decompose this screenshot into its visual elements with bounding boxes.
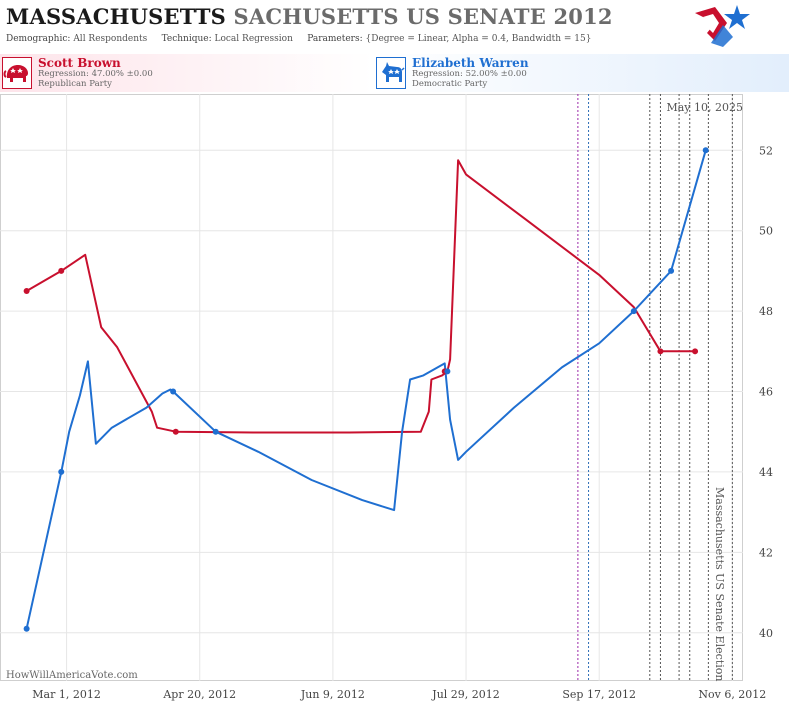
y-tick-label: 40 (759, 627, 773, 640)
candidate-regression: Regression: 52.00% ±0.00 (412, 69, 527, 79)
scott-brown-point (692, 348, 699, 355)
y-tick-label: 48 (759, 305, 773, 318)
watermark: HowWillAmericaVote.com (6, 670, 138, 681)
technique-value: Local Regression (214, 34, 293, 44)
date-stamp: May 10, 2025 (666, 101, 743, 114)
y-tick-label: 42 (759, 546, 773, 559)
elizabeth-warren-point (23, 625, 30, 632)
elizabeth-warren-line (25, 150, 707, 629)
elizabeth-warren-point (444, 368, 451, 375)
title-race: SACHUSETTS US SENATE 2012 (233, 4, 613, 29)
elephant-icon (2, 57, 32, 89)
candidate-regression: Regression: 47.00% ±0.00 (38, 69, 153, 79)
demographic-value: All Respondents (73, 34, 148, 44)
candidate-democrat: Elizabeth Warren Regression: 52.00% ±0.0… (374, 54, 789, 92)
elizabeth-warren-point (170, 388, 177, 395)
y-axis: 40 42 44 46 48 50 52 (759, 144, 773, 639)
y-tick-label: 46 (759, 386, 773, 399)
candidate-name: Scott Brown (38, 56, 121, 70)
poll-chart: 40 42 44 46 48 50 52 Mar 1, 2012 Apr 20, 2012 Ju… (0, 94, 773, 701)
demographic-label: Demographic: (6, 34, 71, 44)
series-lines (25, 150, 707, 629)
election-label: Massachusetts US Senate Election (713, 487, 726, 681)
candidate-party: Republican Party (38, 79, 112, 89)
y-tick-label: 50 (759, 225, 773, 238)
x-axis: Mar 1, 2012 Apr 20, 2012 Jun 9, 2012 Jul 29… (32, 688, 766, 701)
candidate-republican: Scott Brown Regression: 47.00% ±0.00 Rep… (0, 54, 374, 92)
candidate-name: Elizabeth Warren (412, 56, 529, 70)
site-logo-icon (695, 5, 750, 47)
y-tick-label: 52 (759, 144, 773, 157)
parameters-label: Parameters: (307, 34, 363, 44)
elizabeth-warren-point (702, 147, 709, 154)
elizabeth-warren-point (58, 468, 65, 475)
scott-brown-point (172, 428, 179, 435)
x-tick-label: Mar 1, 2012 (32, 688, 101, 701)
x-tick-label: Sep 17, 2012 (562, 688, 636, 701)
header: MASSACHUSETTS SACHUSETTS US SENATE 2012 … (0, 0, 789, 52)
x-tick-label: Jun 9, 2012 (300, 688, 365, 701)
x-tick-label: Nov 6, 2012 (698, 688, 766, 701)
page-title: MASSACHUSETTS SACHUSETTS US SENATE 2012 (6, 4, 613, 29)
parameters-line: Demographic: All Respondents Technique: … (6, 34, 591, 44)
candidate-party: Democratic Party (412, 79, 488, 89)
donkey-icon (376, 57, 406, 89)
elizabeth-warren-point (212, 428, 219, 435)
elizabeth-warren-point (630, 308, 637, 315)
scott-brown-line (26, 159, 696, 434)
scott-brown-point (23, 288, 30, 295)
parameters-value: {Degree = Linear, Alpha = 0.4, Bandwidth… (365, 34, 592, 44)
x-tick-label: Apr 20, 2012 (162, 688, 236, 701)
vertical-markers (577, 94, 733, 681)
scott-brown-point (657, 348, 664, 355)
technique-label: Technique: (161, 34, 212, 44)
y-tick-label: 44 (759, 466, 773, 479)
plot-border (0, 94, 743, 681)
series-points (23, 147, 709, 632)
chart-grid (0, 94, 743, 681)
title-state: MASSACHUSETTS (6, 4, 227, 29)
scott-brown-point (58, 267, 65, 274)
elizabeth-warren-point (668, 267, 675, 274)
x-tick-label: Jul 29, 2012 (431, 688, 500, 701)
